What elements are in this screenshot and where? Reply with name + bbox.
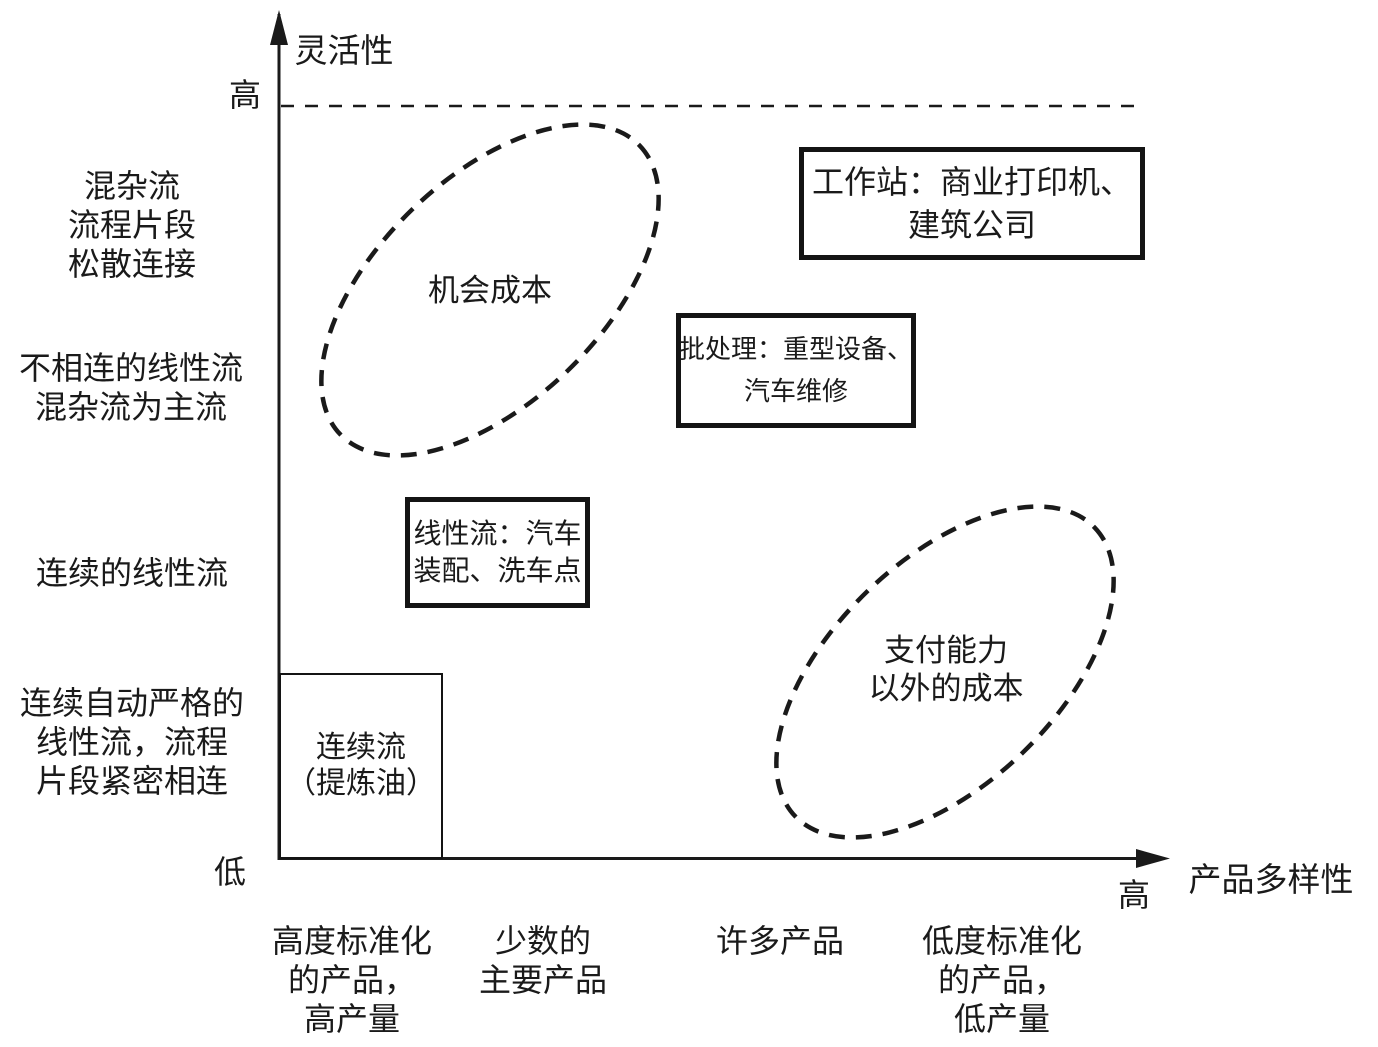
label-line: 连续自动严格的 (19, 685, 245, 721)
x-category-label-low-standardized: 低度标准化 的产品， 低产量 (922, 922, 1082, 1039)
y-category-label-disconnected-line-flow: 不相连的线性流 混杂流为主流 (19, 349, 243, 427)
label-line: 以外的成本 (868, 671, 1024, 706)
y-axis-high-label: 高 (228, 77, 262, 113)
box-text-line: 线性流：汽车 (413, 518, 582, 550)
box-text-line: 工作站：商业打印机、 (811, 163, 1132, 200)
label-line: 机会成本 (428, 273, 552, 308)
box-text-line: 汽车维修 (743, 376, 848, 406)
label-line: 支付能力 (884, 633, 1008, 668)
label-line: 少数的 (494, 923, 592, 959)
box-text-line: 装配、洗车点 (413, 555, 582, 587)
label-line: 高产量 (303, 1001, 401, 1037)
label-line: 许多产品 (715, 923, 845, 959)
label-line: 低产量 (953, 1001, 1051, 1037)
y-axis-arrow-icon (270, 10, 288, 45)
line-flow-box: 线性流：汽车 装配、洗车点 (405, 497, 590, 608)
y-category-label-connected-line-flow: 连续的线性流 (36, 554, 228, 593)
box-text-line: （提炼油） (286, 767, 436, 800)
label-line: 混杂流 (83, 168, 181, 204)
label-line: 低度标准化 (921, 923, 1083, 959)
label-line: 线性流，流程 (35, 724, 229, 760)
label-line: 主要产品 (478, 962, 608, 998)
y-axis-low-label: 低 (213, 854, 247, 890)
batch-processing-box: 批处理：重型设备、 汽车维修 (676, 313, 916, 428)
label-line: 不相连的线性流 (18, 350, 244, 386)
x-category-label-highly-standardized: 高度标准化 的产品， 高产量 (272, 922, 432, 1039)
box-text-line: 建筑公司 (907, 206, 1036, 243)
x-axis-high-label: 高 (1117, 877, 1151, 913)
label-line: 流程片段 (67, 207, 197, 243)
box-text-line: 连续流 (316, 731, 406, 764)
x-axis-arrow-icon (1136, 849, 1170, 868)
y-category-label-continuous-rigid-flow: 连续自动严格的 线性流，流程 片段紧密相连 (20, 684, 244, 801)
label-line: 松散连接 (67, 246, 197, 282)
workstation-box: 工作站：商业打印机、 建筑公司 (799, 147, 1145, 260)
label-line: 的产品， (937, 962, 1067, 998)
label-line: 混杂流为主流 (34, 389, 228, 425)
box-text-line: 批处理：重型设备、 (679, 334, 914, 364)
opportunity-cost-ellipse (319, 122, 661, 458)
y-category-label-jumbled-flow: 混杂流 流程片段 松散连接 (68, 167, 196, 284)
x-category-label-few-major-products: 少数的 主要产品 (479, 922, 607, 1000)
affordability-cost-ellipse (774, 504, 1116, 840)
label-line: 高度标准化 (271, 923, 433, 959)
continuous-flow-box: 连续流 （提炼油） (279, 673, 443, 859)
opportunity-cost-label: 机会成本 (428, 272, 552, 310)
y-axis-title: 灵活性 (294, 34, 394, 70)
affordability-cost-label: 支付能力 以外的成本 (869, 632, 1024, 708)
label-line: 的产品， (287, 962, 417, 998)
label-line: 连续的线性流 (35, 555, 229, 591)
label-line: 片段紧密相连 (35, 763, 229, 799)
x-axis-title: 产品多样性 (1188, 863, 1354, 899)
x-category-label-many-products: 许多产品 (716, 922, 844, 961)
